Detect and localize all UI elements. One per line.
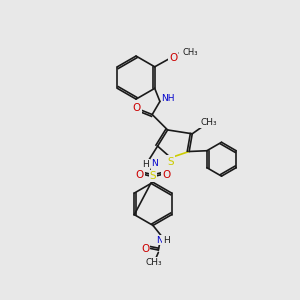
Text: H: H [142,160,149,169]
Text: CH₃: CH₃ [182,48,198,57]
Text: O: O [136,169,144,180]
Text: O: O [133,103,141,113]
Text: O: O [169,52,177,63]
Text: S: S [167,157,174,166]
Text: O: O [162,169,170,180]
Text: S: S [150,171,156,181]
Text: N: N [156,236,163,244]
Text: CH₃: CH₃ [200,118,217,127]
Text: NH: NH [161,94,175,103]
Text: CH₃: CH₃ [146,258,162,267]
Text: H: H [163,236,170,245]
Text: N: N [152,158,158,167]
Text: O: O [141,244,149,254]
